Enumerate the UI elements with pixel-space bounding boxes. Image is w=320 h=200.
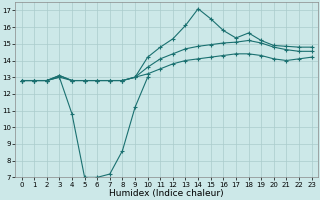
- X-axis label: Humidex (Indice chaleur): Humidex (Indice chaleur): [109, 189, 224, 198]
